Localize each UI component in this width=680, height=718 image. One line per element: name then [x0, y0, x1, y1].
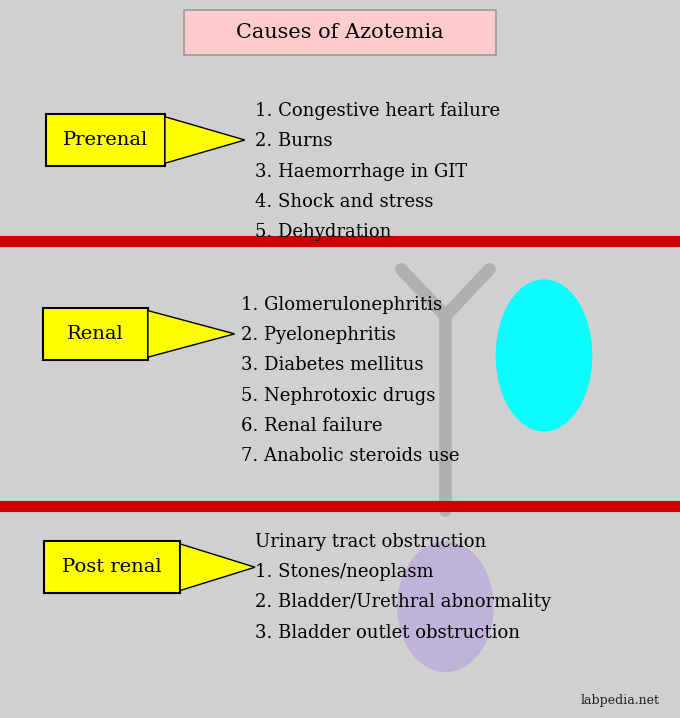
- Text: 3. Diabetes mellitus: 3. Diabetes mellitus: [241, 356, 424, 375]
- Text: Prerenal: Prerenal: [63, 131, 148, 149]
- Text: 4. Shock and stress: 4. Shock and stress: [255, 192, 433, 211]
- Polygon shape: [148, 311, 235, 357]
- Ellipse shape: [496, 280, 592, 431]
- Polygon shape: [180, 544, 255, 590]
- FancyBboxPatch shape: [43, 308, 148, 360]
- Text: 5. Nephrotoxic drugs: 5. Nephrotoxic drugs: [241, 386, 436, 405]
- Text: 2. Pyelonephritis: 2. Pyelonephritis: [241, 326, 396, 345]
- Text: 5. Dehydration: 5. Dehydration: [255, 223, 392, 241]
- Text: 1. Stones/neoplasm: 1. Stones/neoplasm: [255, 563, 434, 582]
- FancyBboxPatch shape: [184, 10, 496, 55]
- FancyBboxPatch shape: [44, 541, 180, 593]
- Text: 7. Anabolic steroids use: 7. Anabolic steroids use: [241, 447, 460, 465]
- Text: 1. Congestive heart failure: 1. Congestive heart failure: [255, 102, 500, 121]
- FancyBboxPatch shape: [46, 114, 165, 166]
- Text: labpedia.net: labpedia.net: [581, 694, 660, 707]
- Text: 2. Bladder/Urethral abnormality: 2. Bladder/Urethral abnormality: [255, 593, 551, 612]
- Text: 3. Haemorrhage in GIT: 3. Haemorrhage in GIT: [255, 162, 467, 181]
- Text: 2. Burns: 2. Burns: [255, 132, 333, 151]
- Text: 1. Glomerulonephritis: 1. Glomerulonephritis: [241, 296, 443, 314]
- Text: 6. Renal failure: 6. Renal failure: [241, 416, 383, 435]
- Text: Post renal: Post renal: [63, 558, 162, 577]
- Text: Urinary tract obstruction: Urinary tract obstruction: [255, 533, 486, 551]
- Ellipse shape: [398, 542, 493, 671]
- Text: Renal: Renal: [67, 325, 124, 343]
- Text: 3. Bladder outlet obstruction: 3. Bladder outlet obstruction: [255, 623, 520, 642]
- Polygon shape: [165, 117, 245, 163]
- Text: Causes of Azotemia: Causes of Azotemia: [236, 23, 444, 42]
